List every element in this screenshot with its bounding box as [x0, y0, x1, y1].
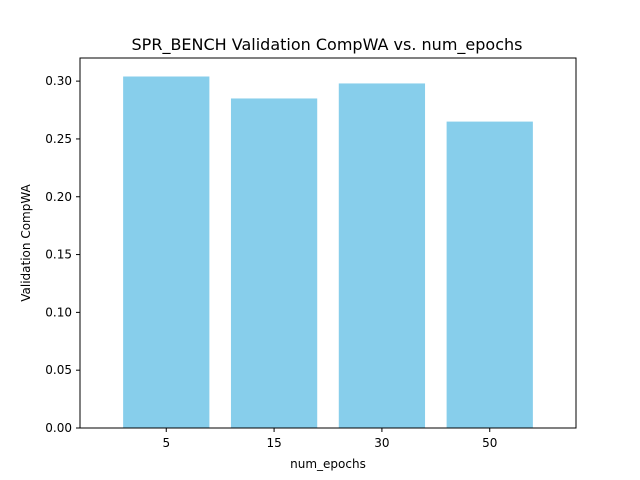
x-tick-label: 15 — [266, 436, 281, 450]
y-axis-label: Validation CompWA — [19, 183, 33, 301]
y-tick-label: 0.10 — [45, 305, 72, 319]
x-tick-label: 5 — [162, 436, 170, 450]
bar-30 — [338, 83, 426, 428]
bar-15 — [230, 98, 318, 428]
x-axis-label: num_epochs — [290, 457, 366, 471]
y-tick-label: 0.20 — [45, 190, 72, 204]
bar-5 — [123, 76, 210, 428]
chart-title: SPR_BENCH Validation CompWA vs. num_epoc… — [132, 35, 523, 55]
y-tick-label: 0.30 — [45, 74, 72, 88]
x-tick-label: 50 — [482, 436, 497, 450]
bars-group — [123, 76, 533, 428]
y-tick-label: 0.15 — [45, 248, 72, 262]
y-tick-label: 0.00 — [45, 421, 72, 435]
y-axis-ticks: 0.00 0.05 0.10 0.15 0.20 0.25 0.30 — [45, 74, 80, 435]
y-tick-label: 0.05 — [45, 363, 72, 377]
x-tick-label: 30 — [374, 436, 389, 450]
axes-frame — [79, 57, 577, 429]
x-axis-ticks: 5 15 30 50 — [162, 428, 497, 450]
bar-50 — [446, 121, 533, 428]
y-tick-label: 0.25 — [45, 132, 72, 146]
